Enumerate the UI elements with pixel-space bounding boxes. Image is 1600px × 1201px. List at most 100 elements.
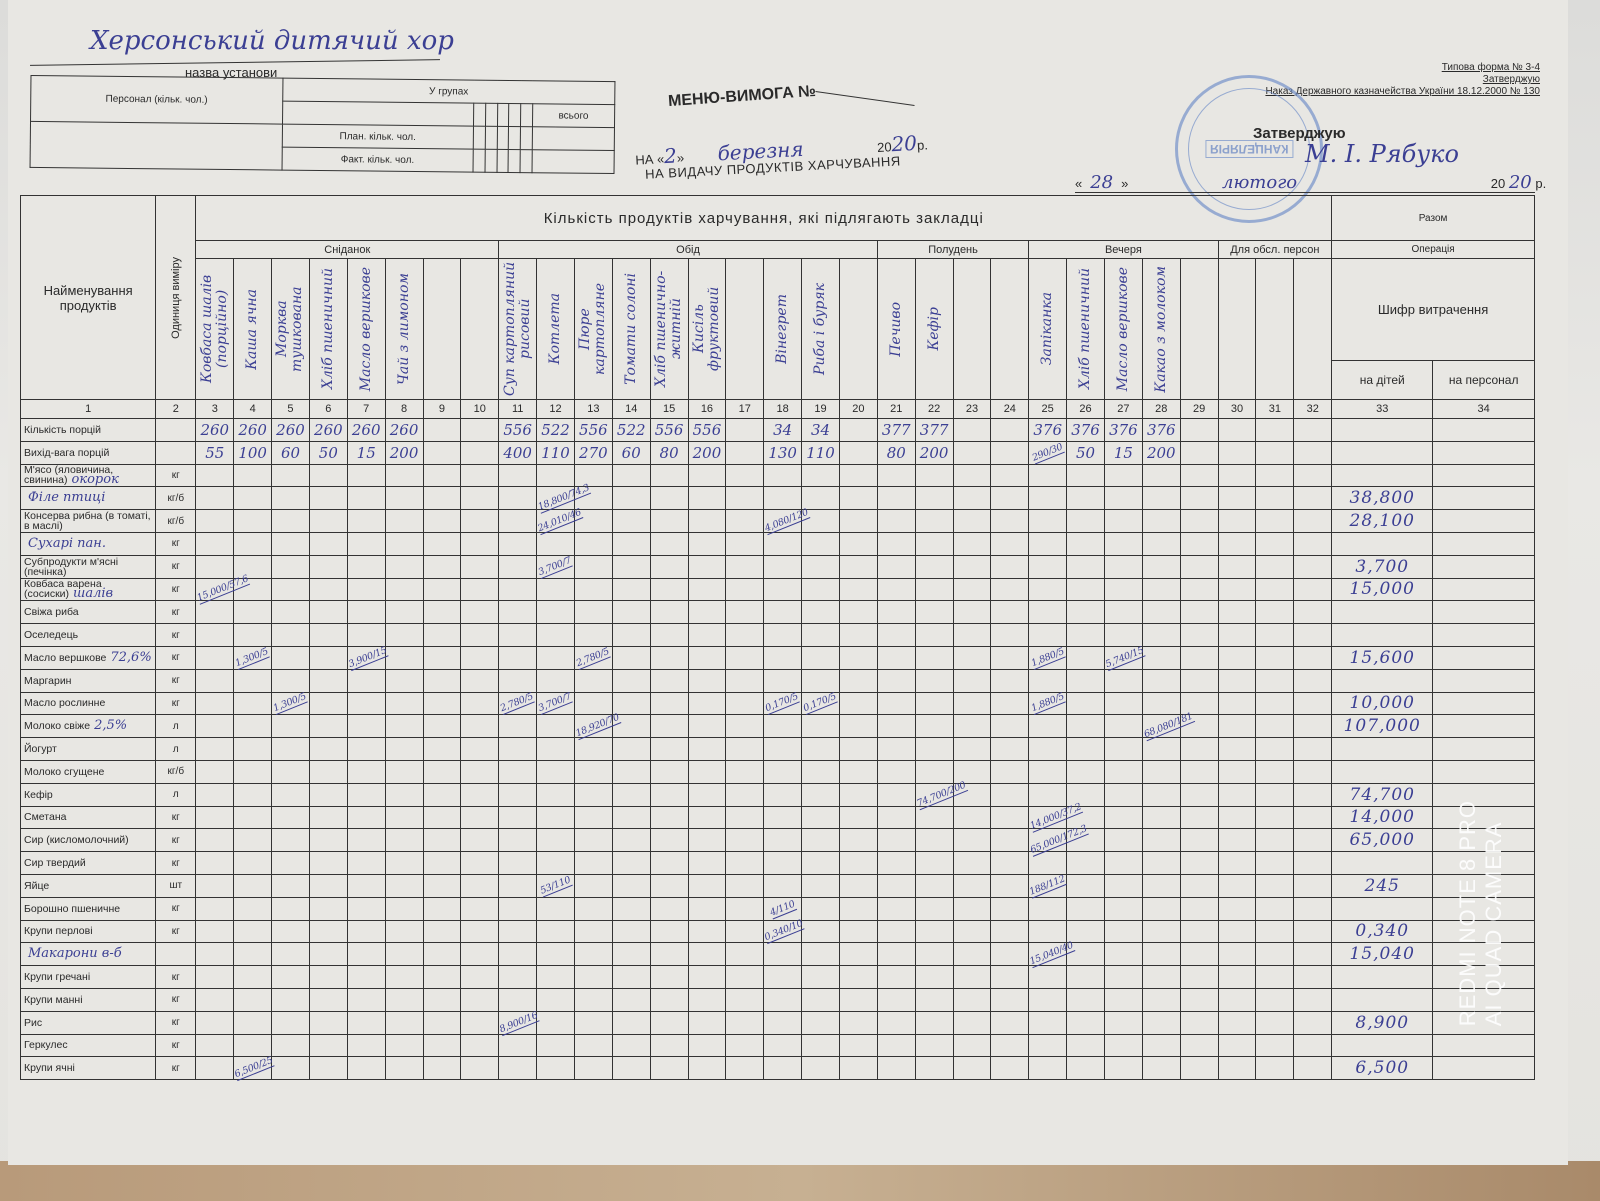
- quantity-cell: [233, 463, 273, 488]
- quantity-cell: [801, 623, 840, 647]
- quantity-fraction: 1,300/5: [272, 691, 309, 716]
- column-number: 20: [838, 399, 878, 419]
- quantity-cell: [952, 782, 992, 807]
- column-number: 21: [876, 399, 916, 419]
- quantity-cell: [1179, 965, 1219, 989]
- quantity-cell: [1255, 440, 1295, 465]
- quantity-cell: [1217, 782, 1257, 807]
- quantity-cell: [1293, 463, 1333, 488]
- dish-header: Масло вершкове: [346, 258, 386, 400]
- quantity-cell: [346, 509, 386, 533]
- quantity-cell: [611, 987, 651, 1012]
- expense-code-header: Шифр витрачення: [1331, 258, 1535, 361]
- quantity-value: 80: [659, 443, 679, 462]
- quantity-cell: [952, 554, 992, 579]
- quantity-cell: [1217, 987, 1257, 1012]
- quantity-cell: [1103, 942, 1143, 967]
- quantity-cell: [801, 805, 840, 830]
- quantity-cell: [1066, 851, 1105, 875]
- quantity-cell: [687, 623, 727, 647]
- quantity-cell: 188/112: [1028, 873, 1068, 899]
- date-year: 20: [890, 130, 918, 157]
- institution-label: назва установи: [185, 65, 278, 80]
- product-unit: кг: [155, 645, 197, 670]
- approve-month: лютого: [1221, 172, 1298, 193]
- quantity-cell: 15: [1103, 440, 1143, 465]
- total-children-cell: [1331, 1033, 1434, 1058]
- quantity-cell: [1103, 828, 1143, 853]
- quantity-cell: [422, 873, 462, 898]
- quantity-cell: [611, 828, 651, 853]
- total-children-cell: [1331, 896, 1434, 921]
- product-unit: [155, 418, 197, 442]
- quantity-cell: [687, 873, 727, 898]
- quantity-cell: [687, 577, 727, 602]
- quantity-cell: [1141, 828, 1181, 853]
- quantity-cell: [384, 691, 424, 716]
- quantity-cell: [498, 851, 538, 875]
- quantity-cell: [498, 531, 538, 556]
- quantity-cell: [384, 1056, 424, 1081]
- quantity-cell: [271, 463, 310, 488]
- total-children-value: 28,100: [1349, 511, 1415, 532]
- quantity-cell: [1028, 987, 1068, 1012]
- quantity-cell: [195, 1010, 235, 1035]
- quantity-cell: [195, 1033, 235, 1058]
- product-name-text: Молоко сгущене: [24, 765, 105, 778]
- quantity-cell: [1103, 1056, 1143, 1081]
- total-header: Разом: [1331, 195, 1535, 241]
- dish-header: [1217, 258, 1257, 400]
- total-staff-cell: [1432, 965, 1535, 989]
- quantity-cell: [914, 919, 954, 944]
- total-children-cell: [1331, 623, 1434, 647]
- quantity-cell: [801, 828, 840, 853]
- quantity-cell: [1293, 759, 1333, 784]
- dish-name: Морква тушкована: [274, 286, 306, 372]
- quantity-cell: 270: [573, 440, 613, 465]
- quantity-cell: [838, 600, 878, 625]
- product-unit: кг: [155, 554, 197, 579]
- quantity-cell: 2,780/5: [498, 691, 538, 716]
- quantity-cell: [990, 1033, 1030, 1058]
- quantity-cell: [308, 987, 348, 1012]
- quantity-cell: [422, 645, 462, 670]
- quantity-cell: [233, 531, 273, 556]
- product-unit: кг: [155, 577, 197, 602]
- quantity-cell: [801, 896, 840, 921]
- quantity-cell: [649, 668, 689, 693]
- quantity-cell: [573, 759, 613, 784]
- table-row: Рис кг 8,900/16 8,900: [19, 1010, 1535, 1036]
- quantity-cell: [952, 486, 992, 511]
- quantity-cell: [990, 896, 1030, 921]
- quantity-cell: [308, 714, 348, 739]
- quantity-cell: [649, 554, 689, 579]
- quantity-cell: [1293, 486, 1333, 511]
- quantity-cell: [498, 1033, 538, 1058]
- quantity-value: 270: [579, 443, 608, 462]
- quantity-cell: 1,300/5: [271, 691, 310, 716]
- total-staff-cell: [1432, 873, 1535, 898]
- quantity-cell: [195, 623, 235, 647]
- quantity-cell: [460, 623, 500, 647]
- quantity-cell: [1141, 623, 1181, 647]
- quantity-cell: [308, 668, 348, 693]
- quantity-value: 376: [1071, 420, 1100, 439]
- quantity-cell: [573, 1033, 613, 1058]
- quantity-cell: [384, 896, 424, 921]
- quantity-cell: [1066, 691, 1105, 716]
- quantity-cell: [233, 1033, 273, 1058]
- dish-name: Котлета: [547, 293, 563, 365]
- quantity-cell: [1293, 942, 1333, 967]
- background-floor: [0, 1161, 1600, 1201]
- quantity-cell: [308, 463, 348, 488]
- quantity-cell: [649, 896, 689, 921]
- dish-name: Ковбаса шалів (порційно): [198, 274, 230, 384]
- product-unit: кг: [155, 623, 197, 647]
- quantity-cell: 18,920/70: [573, 712, 622, 741]
- quantity-cell: [990, 463, 1030, 488]
- quantity-cell: [876, 805, 916, 830]
- quantity-cell: [498, 509, 538, 533]
- quantity-cell: [990, 965, 1030, 989]
- quantity-cell: [725, 1056, 765, 1081]
- quantity-cell: [1255, 1056, 1295, 1081]
